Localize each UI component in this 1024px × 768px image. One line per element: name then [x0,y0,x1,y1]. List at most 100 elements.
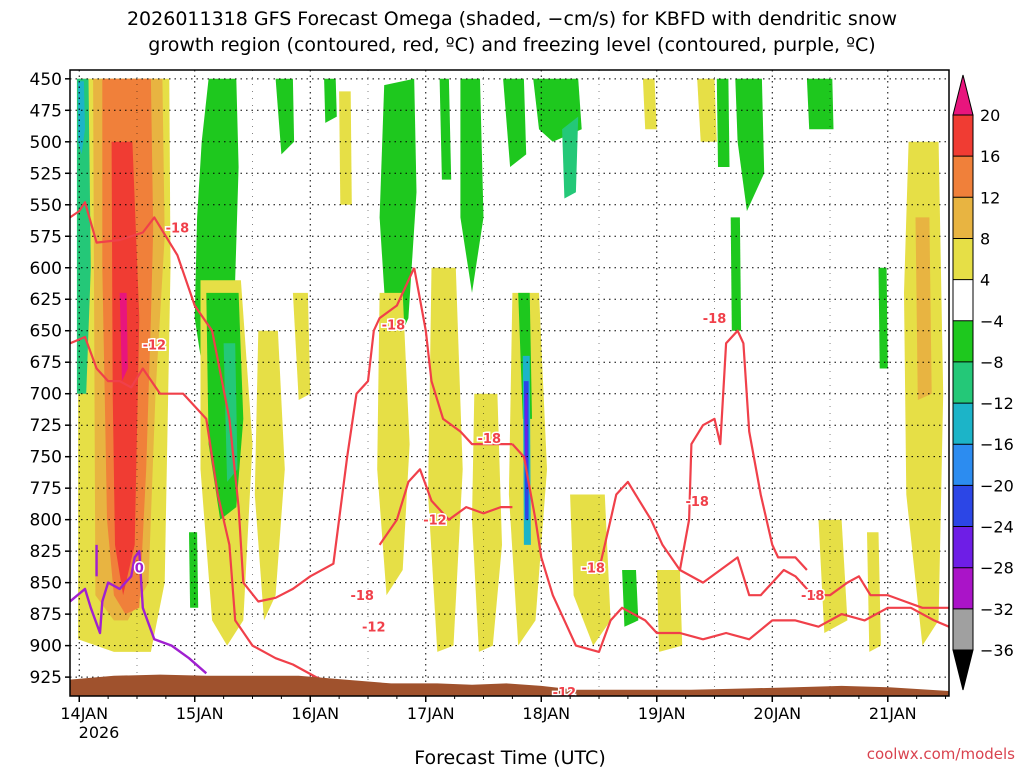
y-axis: 450 475 500 525 550 575 600 625 650 675 700 725 750 7… [30,70,70,688]
dgz-contour-1 [70,335,334,685]
colorbar-label-11: −28 [980,559,1014,578]
freezing-level-contours [70,544,208,675]
y-tick-label-450: 450 [30,70,62,90]
y-tick-label-900: 900 [30,637,62,657]
chart-title-line-2: growth region (contoured, red, ºC) and f… [148,34,875,56]
omega-region-19 [806,78,834,130]
colorbar-bin-7 [953,361,973,404]
omega-region-6 [78,81,85,155]
omega-region-26 [254,330,285,621]
colorbar-bin-6 [953,320,973,362]
omega-region-8 [275,78,295,155]
colorbar-label-10: −24 [980,518,1014,537]
contour-label-1: -12 [143,339,167,354]
y-tick-label-800: 800 [30,511,62,531]
y-tick-label-750: 750 [30,448,62,468]
omega-region-39 [642,78,657,130]
colorbar: 20 16 12 8 4 −4 −8 −12 −16 −20 −24 −28 −32 −36 [952,74,1014,691]
omega-region-25 [189,532,199,608]
colorbar-label-7: −12 [980,394,1014,413]
y-tick-label-500: 500 [30,133,62,153]
omega-shading [76,78,944,652]
contour-labels: -18 -12 -18 -18 -12 -18 -12 -12 -18 -18 -18 -18 0 [133,220,826,696]
omega-region-9 [324,78,337,123]
colorbar-bin-10 [953,485,973,527]
omega-region-43 [915,217,932,400]
colorbar-bin-2 [953,156,973,198]
colorbar-label-0: 20 [980,106,1000,125]
colorbar-label-3: 8 [980,229,990,248]
omega-region-37 [656,570,683,652]
omega-region-20 [878,267,888,369]
y-tick-label-850: 850 [30,574,62,594]
y-tick-label-525: 525 [30,164,62,184]
plot-frame [69,69,950,697]
dgz-contour-3 [378,468,513,546]
y-tick-label-550: 550 [30,196,62,216]
contour-label-2: -18 [382,318,406,333]
x-tick-label-3: 17JAN [407,704,455,723]
omega-region-4 [119,292,128,382]
x-tick-label-1: 15JAN [176,704,224,723]
contour-label-0: -18 [166,221,190,236]
contour-label-3: -18 [478,432,502,447]
colorbar-label-4: 4 [980,271,990,290]
x-tick-label-2: 16JAN [291,704,339,723]
omega-region-17 [716,78,730,167]
colorbar-label-9: −20 [980,476,1014,495]
credit-text: coolwx.com/models [867,745,1015,763]
contour-label-11: -18 [801,589,825,604]
omega-region-15 [562,116,579,199]
omega-region-24 [223,343,238,482]
omega-region-18 [730,217,742,331]
omega-region-40 [818,519,848,633]
colorbar-bin-12 [953,567,973,609]
x-tick-label-7: 21JAN [869,704,917,723]
dendritic-growth-contours [70,201,949,685]
omega-region-27 [377,292,410,596]
contour-label-6: -12 [362,621,386,636]
omega-region-16 [735,78,765,212]
x-tick-label-0: 14JAN [60,704,108,723]
omega-region-45 [339,91,352,205]
y-tick-label-650: 650 [30,322,62,342]
contour-label-9: -18 [703,312,727,327]
terrain-fill [70,674,949,696]
y-tick-label-825: 825 [30,542,62,562]
colorbar-label-1: 16 [980,147,1000,166]
colorbar-bin-11 [953,526,973,568]
contour-label-5: -18 [350,589,374,604]
colorbar-label-8: −16 [980,435,1014,454]
x-tick-label-4: 18JAN [522,704,570,723]
omega-region-12 [460,78,484,293]
x-axis-title: Forecast Time (UTC) [414,747,605,768]
contour-label-10: -18 [685,495,709,510]
colorbar-bin-8 [953,403,973,445]
omega-region-34 [525,393,528,470]
omega-region-28 [428,267,463,652]
omega-region-36 [622,570,639,627]
colorbar-bin-5 [953,279,973,321]
grid-lines [70,70,949,696]
colorbar-bin-3 [953,197,973,239]
colorbar-label-12: −32 [980,600,1014,619]
y-tick-label-475: 475 [30,101,62,121]
colorbar-bin-4 [953,238,973,280]
x-tick-label-6: 20JAN [753,704,801,723]
omega-region-35 [570,494,611,646]
y-tick-label-875: 875 [30,605,62,625]
y-tick-label-575: 575 [30,227,62,247]
omega-region-5 [76,78,91,394]
dgz-contour-6 [678,329,808,571]
y-tick-label-700: 700 [30,385,62,405]
colorbar-label-5: −4 [980,312,1004,331]
colorbar-label-13: −36 [980,641,1014,660]
x-axis: 14JAN 15JAN 16JAN 17JAN 18JAN 19JAN 20JAN 21JAN [60,696,947,723]
colorbar-label-6: −8 [980,353,1004,372]
contour-label-8: -18 [581,562,605,577]
terrain [70,674,949,696]
dgz-contour-4 [511,443,949,654]
colorbar-bin-last [953,608,973,650]
y-tick-label-775: 775 [30,479,62,499]
